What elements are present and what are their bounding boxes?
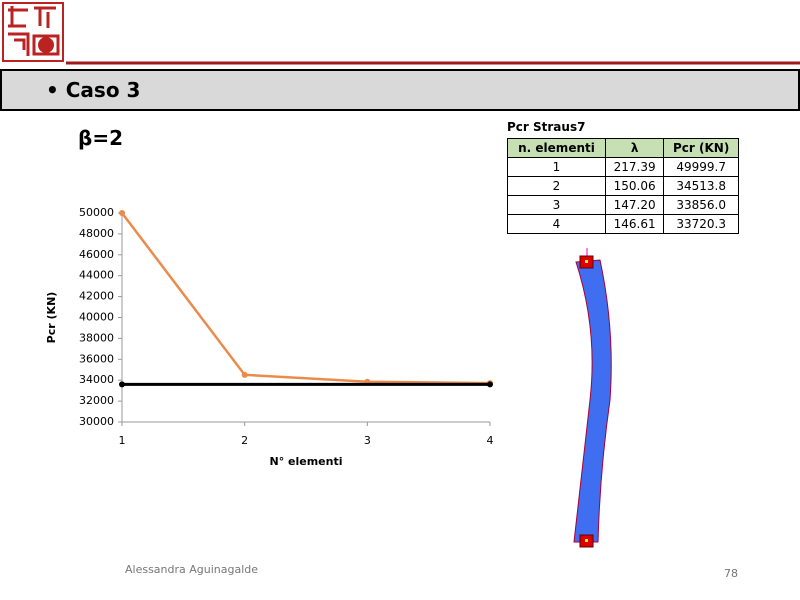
table-cell: 33720.3 [663,214,739,234]
y-tick-label: 46000 [79,248,114,261]
chart: 30000 32000 34000 36000 38000 40000 42000 44000… [45,206,494,468]
x-tick-label: 1 [119,434,126,447]
y-tick-label: 50000 [79,206,114,219]
point [241,371,248,378]
table-cell: 147.20 [604,195,665,215]
table-cell: 34513.8 [663,176,739,196]
y-tick-label: 30000 [79,415,114,428]
beam-figure [573,248,612,548]
table-cell: 150.06 [604,176,665,196]
x-tick-label: 4 [487,434,494,447]
y-tick-label: 34000 [79,373,114,386]
table-cell: 217.39 [604,157,665,177]
title-bar [0,69,800,111]
page-number: 78 [724,567,738,580]
table-cell: 146.61 [604,214,665,234]
x-tick-label: 3 [364,434,371,447]
y-tick-label: 40000 [79,311,114,324]
y-tick-label: 48000 [79,227,114,240]
y-tick-label: 38000 [79,331,114,344]
table-cell: 1 [507,157,606,177]
y-tick-label: 42000 [79,290,114,303]
column-header: n. elementi [507,138,606,158]
point [119,210,125,217]
table-row: 3 147.20 33856.0 [507,195,739,215]
point [487,381,493,388]
logo [2,2,64,62]
data-table: n. elementi λ Pcr (KN) 1 217.39 49999.7 2 150.0… [507,138,739,234]
x-tick-label: 2 [241,434,248,447]
table-row: 2 150.06 34513.8 [507,176,739,196]
table-row: 4 146.61 33720.3 [507,214,739,234]
bullet-text: Caso 3 [65,78,141,102]
table-row: 1 217.39 49999.7 [507,157,739,177]
x-axis-title: N° elementi [269,455,342,468]
point [119,381,125,388]
table-cell: 2 [507,176,606,196]
table-cell: 33856.0 [663,195,739,215]
y-tick-label: 44000 [79,269,114,282]
table-header: n. elementi λ Pcr (KN) [507,138,739,158]
column-header: λ [604,138,665,158]
footer-author: Alessandra Aguinagalde [125,563,259,576]
column-header: Pcr (KN) [663,138,739,158]
table-cell: 3 [507,195,606,215]
beta-label: β=2 [78,126,123,150]
y-tick-label: 32000 [79,394,114,407]
bullet: • Caso 3 [46,78,141,102]
table-cell: 4 [507,214,606,234]
y-axis-title: Pcr (KN) [45,292,58,344]
table-title: Pcr Straus7 [507,120,586,134]
y-tick-label: 36000 [79,352,114,365]
table-cell: 49999.7 [663,157,739,177]
series-line [121,212,491,385]
